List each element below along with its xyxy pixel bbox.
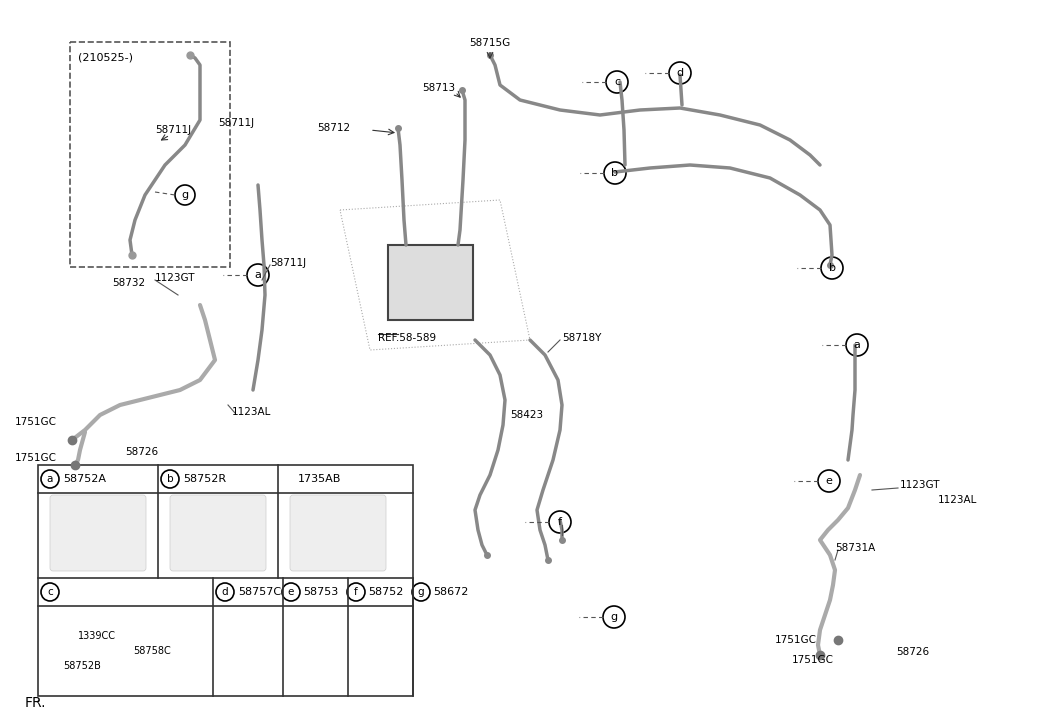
Text: 58752A: 58752A [63, 474, 106, 484]
Text: b: b [167, 474, 173, 484]
Text: e: e [826, 476, 832, 486]
Text: c: c [614, 77, 620, 87]
Text: e: e [288, 587, 294, 597]
Text: b: b [611, 168, 619, 178]
Text: 58726: 58726 [125, 447, 158, 457]
Text: 1339CC: 1339CC [78, 631, 116, 641]
Text: d: d [676, 68, 684, 78]
Text: 1123GT: 1123GT [155, 273, 196, 283]
Text: d: d [222, 587, 229, 597]
Text: 58752: 58752 [368, 587, 403, 597]
FancyBboxPatch shape [50, 495, 146, 571]
Text: 1751GC: 1751GC [775, 635, 817, 645]
Text: 58711J: 58711J [155, 125, 191, 135]
Text: a: a [854, 340, 860, 350]
Text: a: a [254, 270, 261, 280]
Text: a: a [47, 474, 53, 484]
FancyBboxPatch shape [170, 495, 266, 571]
Text: 58752B: 58752B [63, 661, 101, 671]
Text: 58757C: 58757C [238, 587, 281, 597]
Text: 1123GT: 1123GT [900, 480, 941, 490]
Bar [38, 465, 414, 696]
Text: 58712: 58712 [317, 123, 350, 133]
Text: g: g [182, 190, 188, 200]
Text: 58423: 58423 [510, 410, 543, 420]
Text: f: f [558, 517, 562, 527]
Text: g: g [610, 612, 618, 622]
Text: (210525-): (210525-) [78, 53, 133, 63]
Text: 58715G: 58715G [470, 38, 510, 48]
Text: 58713: 58713 [422, 83, 455, 93]
Text: 1123AL: 1123AL [232, 407, 271, 417]
Text: 1751GC: 1751GC [15, 453, 57, 463]
Text: c: c [47, 587, 53, 597]
Text: 58753: 58753 [303, 587, 338, 597]
Text: 58726: 58726 [896, 647, 929, 657]
FancyBboxPatch shape [290, 495, 386, 571]
Text: 58711J: 58711J [218, 118, 254, 128]
Text: 58732: 58732 [112, 278, 146, 288]
Text: 58672: 58672 [433, 587, 469, 597]
Text: FR.: FR. [26, 696, 47, 710]
Bar [388, 245, 473, 320]
Text: 1123AL: 1123AL [938, 495, 977, 505]
Text: 1735AB: 1735AB [298, 474, 341, 484]
Text: 58718Y: 58718Y [562, 333, 602, 343]
Text: b: b [828, 263, 836, 273]
Text: REF.58-589: REF.58-589 [378, 333, 436, 343]
Text: 58758C: 58758C [133, 646, 171, 656]
Text: 1751GC: 1751GC [792, 655, 834, 665]
Text: 58752R: 58752R [183, 474, 226, 484]
Text: 1751GC: 1751GC [15, 417, 57, 427]
Text: f: f [354, 587, 358, 597]
Text: 58711J: 58711J [270, 258, 306, 268]
Text: 58731A: 58731A [836, 543, 875, 553]
Text: g: g [418, 587, 424, 597]
